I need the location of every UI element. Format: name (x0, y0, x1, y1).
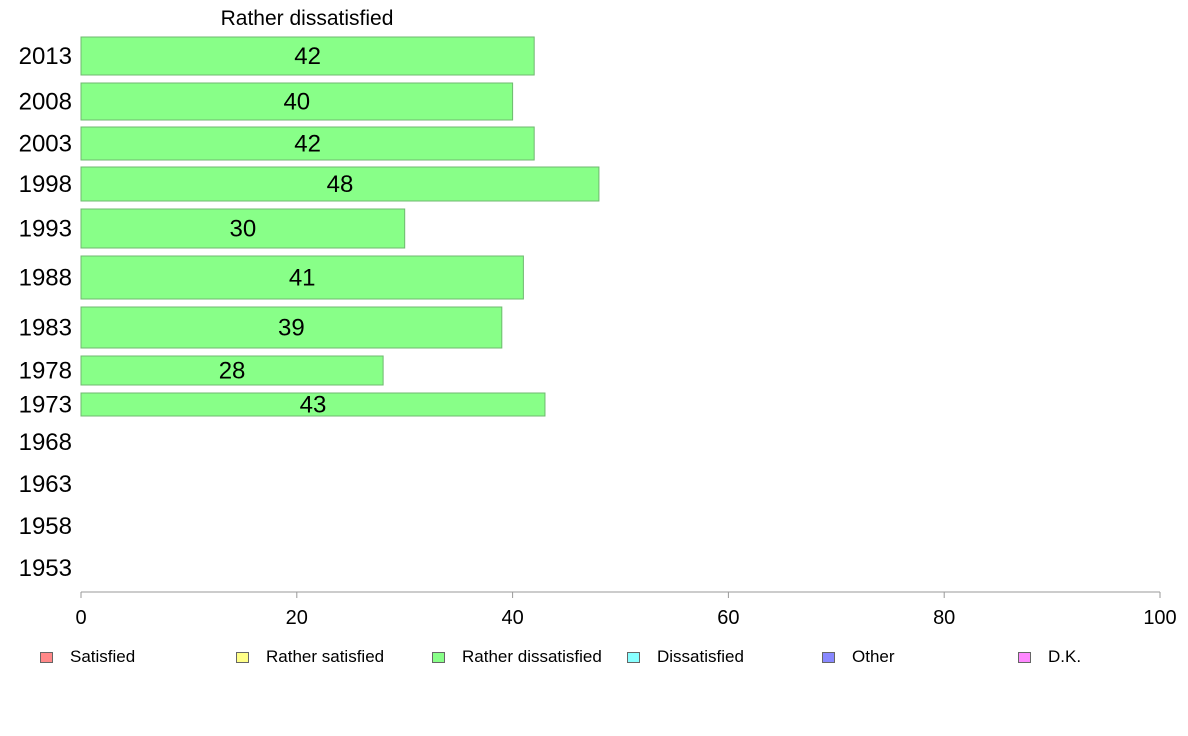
bar-value-label: 28 (219, 358, 246, 385)
legend-label: D.K. (1048, 647, 1082, 666)
legend-swatch (627, 651, 640, 663)
x-tick-label: 40 (501, 607, 523, 629)
y-tick-label: 1993 (19, 216, 72, 243)
bar-value-label: 42 (294, 43, 321, 70)
y-tick-label: 2008 (19, 89, 72, 116)
x-tick-label: 100 (1143, 607, 1176, 629)
legend-item: Satisfied (40, 647, 136, 666)
x-axis: 0 20 40 60 80 100 (75, 592, 1177, 629)
legend-item: D.K. (1018, 647, 1082, 666)
bar-value-label: 43 (300, 392, 327, 419)
y-axis-labels: 2013 2008 2003 1998 1993 1988 1983 1978 1973 1968… (19, 43, 72, 582)
bar (80, 82, 514, 121)
bar (80, 392, 546, 417)
bar (80, 208, 406, 249)
bar (80, 355, 384, 386)
bar (80, 255, 524, 300)
x-tick-label: 0 (75, 607, 86, 629)
y-tick-label: 2013 (19, 43, 72, 70)
legend-label: Rather satisfied (266, 647, 385, 666)
legend-label: Dissatisfied (657, 647, 744, 666)
legend-item: Rather satisfied (236, 647, 385, 666)
bar (80, 36, 535, 76)
bar-value-label: 42 (294, 131, 321, 158)
bar (80, 306, 503, 349)
y-tick-label: 1963 (19, 471, 72, 498)
bar-value-label: 48 (327, 171, 354, 198)
legend-swatch (236, 651, 249, 663)
y-tick-label: 1968 (19, 429, 72, 456)
y-tick-label: 1953 (19, 555, 72, 582)
chart-title: Rather dissatisfied (221, 7, 394, 30)
bar-value-label: 30 (229, 216, 256, 243)
bar (80, 166, 600, 202)
legend-swatch (432, 651, 445, 663)
y-tick-label: 2003 (19, 131, 72, 158)
bar-value-label: 41 (289, 265, 316, 292)
y-tick-label: 1998 (19, 171, 72, 198)
bar-value-label: 39 (278, 315, 305, 342)
legend-item: Dissatisfied (627, 647, 744, 666)
legend-swatch (822, 651, 835, 663)
legend: Satisfied Rather satisfied Rather dissatis… (0, 640, 1188, 674)
legend-label: Other (852, 647, 895, 666)
legend-label: Satisfied (70, 647, 136, 666)
x-tick-label: 20 (286, 607, 308, 629)
legend-label: Rather dissatisfied (462, 647, 602, 666)
y-tick-label: 1983 (19, 315, 72, 342)
y-tick-label: 1958 (19, 513, 72, 540)
legend-item: Other (822, 647, 895, 666)
y-tick-label: 1978 (19, 358, 72, 385)
legend-swatch (1018, 651, 1031, 663)
x-tick-label: 60 (717, 607, 739, 629)
y-tick-label: 1988 (19, 265, 72, 292)
legend-swatch (40, 651, 53, 663)
y-tick-label: 1973 (19, 392, 72, 419)
legend-item: Rather dissatisfied (432, 647, 602, 666)
bar (80, 126, 535, 161)
bar-value-label: 40 (283, 89, 310, 116)
x-tick-label: 80 (933, 607, 955, 629)
